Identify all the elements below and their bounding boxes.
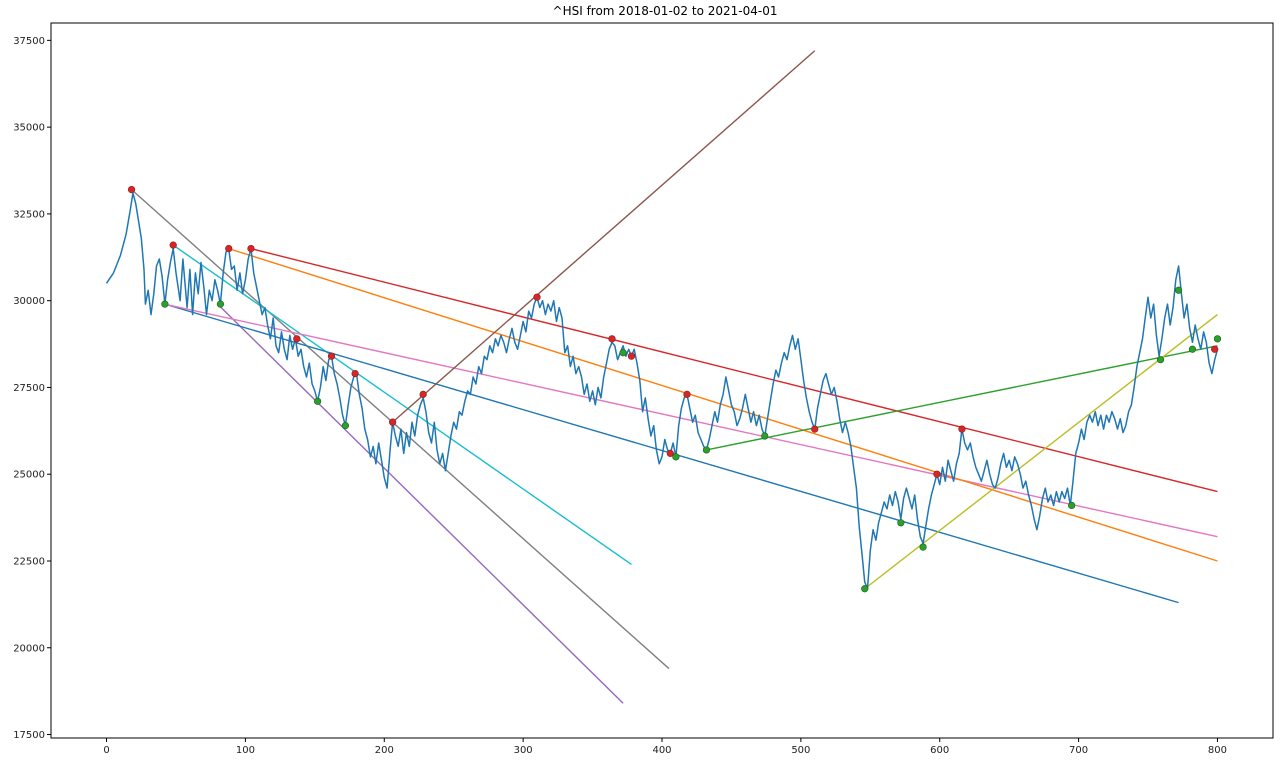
peak-marker xyxy=(608,335,616,343)
peak-marker xyxy=(293,335,301,343)
trough-marker xyxy=(761,432,769,440)
chart-title: ^HSI from 2018-01-02 to 2021-04-01 xyxy=(553,4,778,18)
trough-marker xyxy=(672,453,680,461)
trough-marker xyxy=(861,585,869,593)
y-tick-label: 27500 xyxy=(13,383,45,394)
y-tick-label: 22500 xyxy=(13,556,45,567)
x-tick-label: 300 xyxy=(514,745,533,756)
trendline xyxy=(172,244,632,566)
peak-marker xyxy=(127,186,136,194)
trough-marker xyxy=(1188,345,1197,353)
peak-marker xyxy=(351,369,359,378)
trendline xyxy=(250,247,1218,493)
y-tick-label: 20000 xyxy=(13,643,45,654)
trough-marker xyxy=(1068,501,1076,510)
peak-marker xyxy=(666,449,674,457)
plot-area: 0 100 200 300 400 500 600 700 800 17500 20000 22500… xyxy=(13,22,1274,756)
trough-marker xyxy=(216,300,225,308)
peak-marker xyxy=(811,425,819,433)
trough-marker xyxy=(919,543,927,551)
y-tick-label: 17500 xyxy=(13,730,45,741)
peak-marker xyxy=(627,352,636,360)
y-tick-label: 30000 xyxy=(13,296,45,307)
y-tick-label: 25000 xyxy=(13,470,45,481)
peak-marker xyxy=(1211,345,1219,353)
peak-marker xyxy=(389,418,397,426)
x-tick-label: 600 xyxy=(930,745,949,756)
trough-marker xyxy=(341,422,349,430)
peak-marker xyxy=(169,241,177,249)
peak-marker xyxy=(933,470,941,478)
x-tick-label: 100 xyxy=(236,745,255,756)
peak-marker xyxy=(533,293,541,301)
peak-marker xyxy=(225,245,233,253)
trendline xyxy=(864,314,1218,590)
axes-frame xyxy=(50,22,1274,739)
trendline xyxy=(706,345,1218,451)
trough-marker xyxy=(1213,335,1222,343)
price-series-line xyxy=(105,192,1219,590)
trendline xyxy=(392,50,816,423)
peak-marker xyxy=(247,245,255,253)
trough-marker xyxy=(619,349,627,357)
y-tick-label: 32500 xyxy=(13,209,45,220)
x-tick-label: 0 xyxy=(103,745,109,756)
y-tick-label: 35000 xyxy=(13,123,45,134)
x-tick-label: 200 xyxy=(375,745,394,756)
trough-marker xyxy=(1174,286,1183,294)
x-tick-label: 800 xyxy=(1208,745,1227,756)
x-tick-label: 700 xyxy=(1069,745,1088,756)
trough-marker xyxy=(314,397,322,405)
x-tick-label: 400 xyxy=(652,745,671,756)
peak-marker xyxy=(327,352,336,360)
trendline xyxy=(228,247,1218,562)
peak-marker xyxy=(683,390,691,398)
y-tick-label: 37500 xyxy=(13,36,45,47)
x-tick-label: 500 xyxy=(791,745,810,756)
trough-marker xyxy=(161,300,169,308)
peak-marker xyxy=(419,390,427,398)
trough-marker xyxy=(1156,356,1165,364)
trough-marker xyxy=(702,446,711,454)
trough-marker xyxy=(897,519,905,527)
trendline xyxy=(217,303,624,704)
peak-marker xyxy=(958,425,966,433)
